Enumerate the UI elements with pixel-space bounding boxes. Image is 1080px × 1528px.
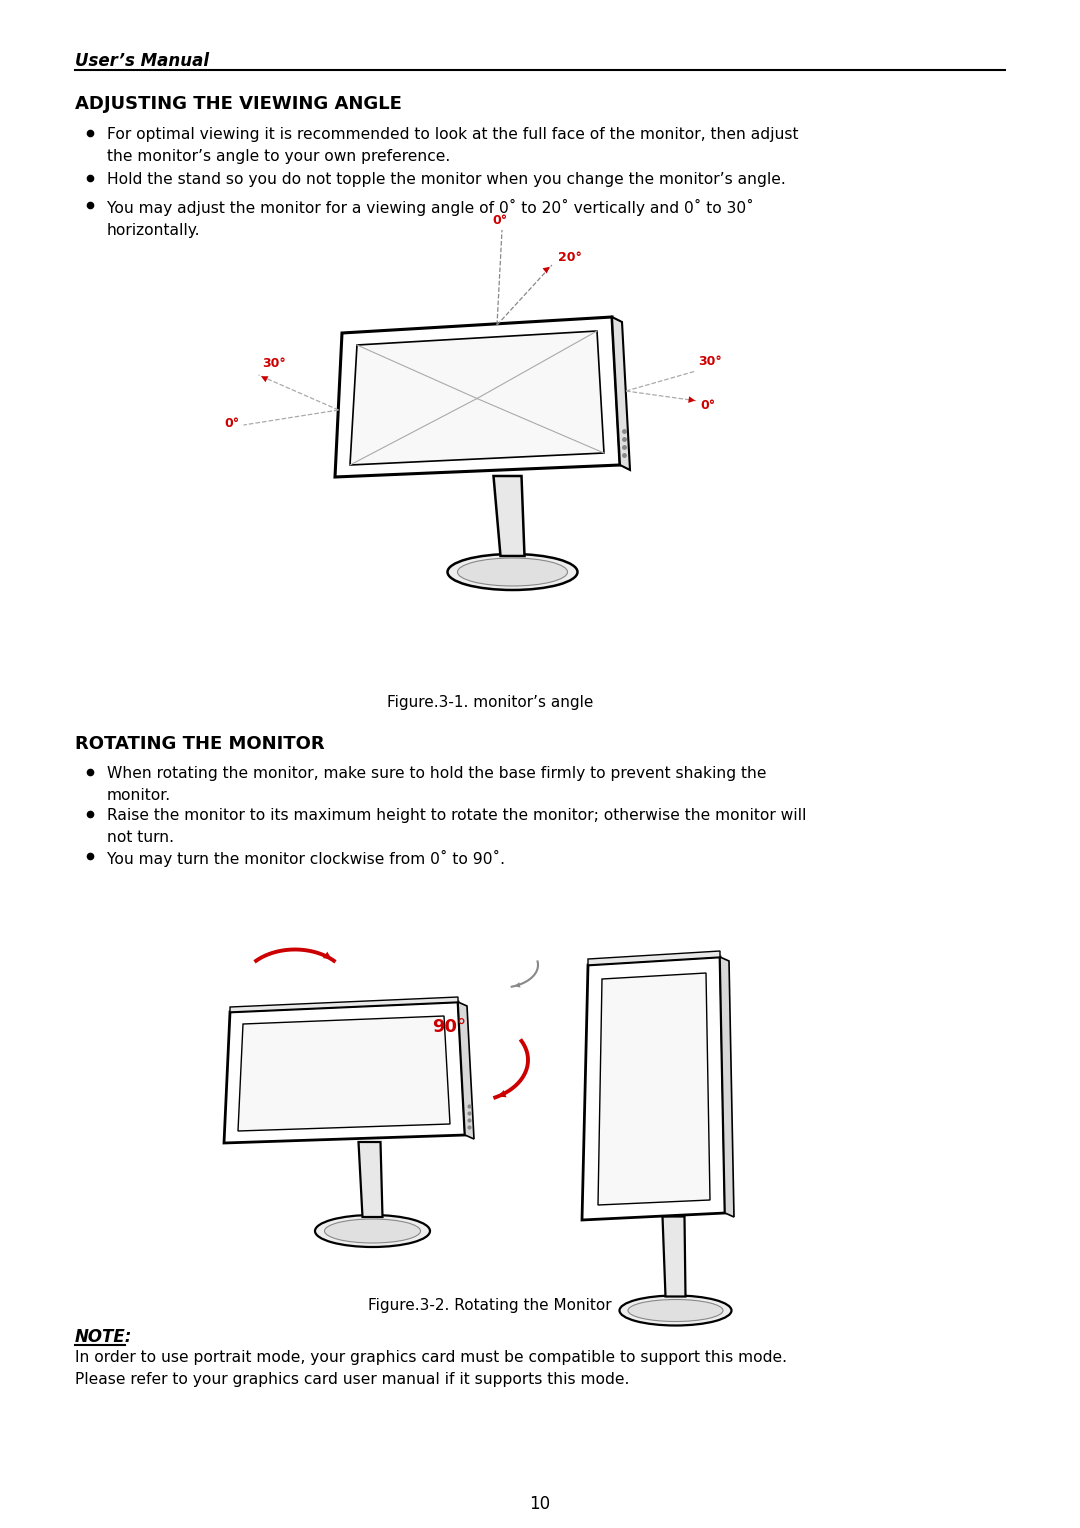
Text: Figure.3-1. monitor’s angle: Figure.3-1. monitor’s angle (387, 695, 593, 711)
Text: 0°: 0° (492, 214, 508, 228)
Polygon shape (359, 1141, 382, 1216)
Ellipse shape (315, 1215, 430, 1247)
Text: You may adjust the monitor for a viewing angle of 0˚ to 20˚ vertically and 0˚ to: You may adjust the monitor for a viewing… (107, 199, 754, 238)
Ellipse shape (324, 1219, 420, 1242)
Text: 10: 10 (529, 1494, 551, 1513)
Polygon shape (230, 996, 458, 1012)
Polygon shape (582, 957, 725, 1219)
Polygon shape (598, 973, 710, 1206)
Text: 30°: 30° (262, 358, 286, 370)
Text: 0°: 0° (225, 417, 240, 429)
Text: 20°: 20° (558, 251, 582, 264)
Polygon shape (612, 316, 630, 471)
Polygon shape (224, 1002, 465, 1143)
Polygon shape (494, 477, 525, 556)
Text: Figure.3-2. Rotating the Monitor: Figure.3-2. Rotating the Monitor (368, 1297, 611, 1313)
Polygon shape (662, 1216, 686, 1296)
Text: For optimal viewing it is recommended to look at the full face of the monitor, t: For optimal viewing it is recommended to… (107, 127, 798, 163)
Ellipse shape (458, 558, 567, 587)
Ellipse shape (620, 1296, 731, 1325)
Text: In order to use portrait mode, your graphics card must be compatible to support : In order to use portrait mode, your grap… (75, 1351, 787, 1387)
Text: You may turn the monitor clockwise from 0˚ to 90˚.: You may turn the monitor clockwise from … (107, 850, 505, 866)
Polygon shape (458, 1002, 474, 1138)
Text: Hold the stand so you do not topple the monitor when you change the monitor’s an: Hold the stand so you do not topple the … (107, 173, 786, 186)
Text: ROTATING THE MONITOR: ROTATING THE MONITOR (75, 735, 325, 753)
Polygon shape (335, 316, 620, 477)
Text: NOTE:: NOTE: (75, 1328, 133, 1346)
Polygon shape (588, 950, 720, 966)
Text: 90°: 90° (432, 1018, 467, 1036)
Polygon shape (350, 332, 604, 465)
Text: 30°: 30° (698, 354, 721, 368)
Text: 0°: 0° (700, 399, 715, 413)
Ellipse shape (447, 555, 578, 590)
Text: User’s Manual: User’s Manual (75, 52, 210, 70)
Text: ADJUSTING THE VIEWING ANGLE: ADJUSTING THE VIEWING ANGLE (75, 95, 402, 113)
Text: When rotating the monitor, make sure to hold the base firmly to prevent shaking : When rotating the monitor, make sure to … (107, 766, 767, 802)
Ellipse shape (627, 1299, 723, 1322)
Polygon shape (238, 1016, 450, 1131)
Polygon shape (720, 957, 734, 1216)
Text: Raise the monitor to its maximum height to rotate the monitor; otherwise the mon: Raise the monitor to its maximum height … (107, 808, 807, 845)
